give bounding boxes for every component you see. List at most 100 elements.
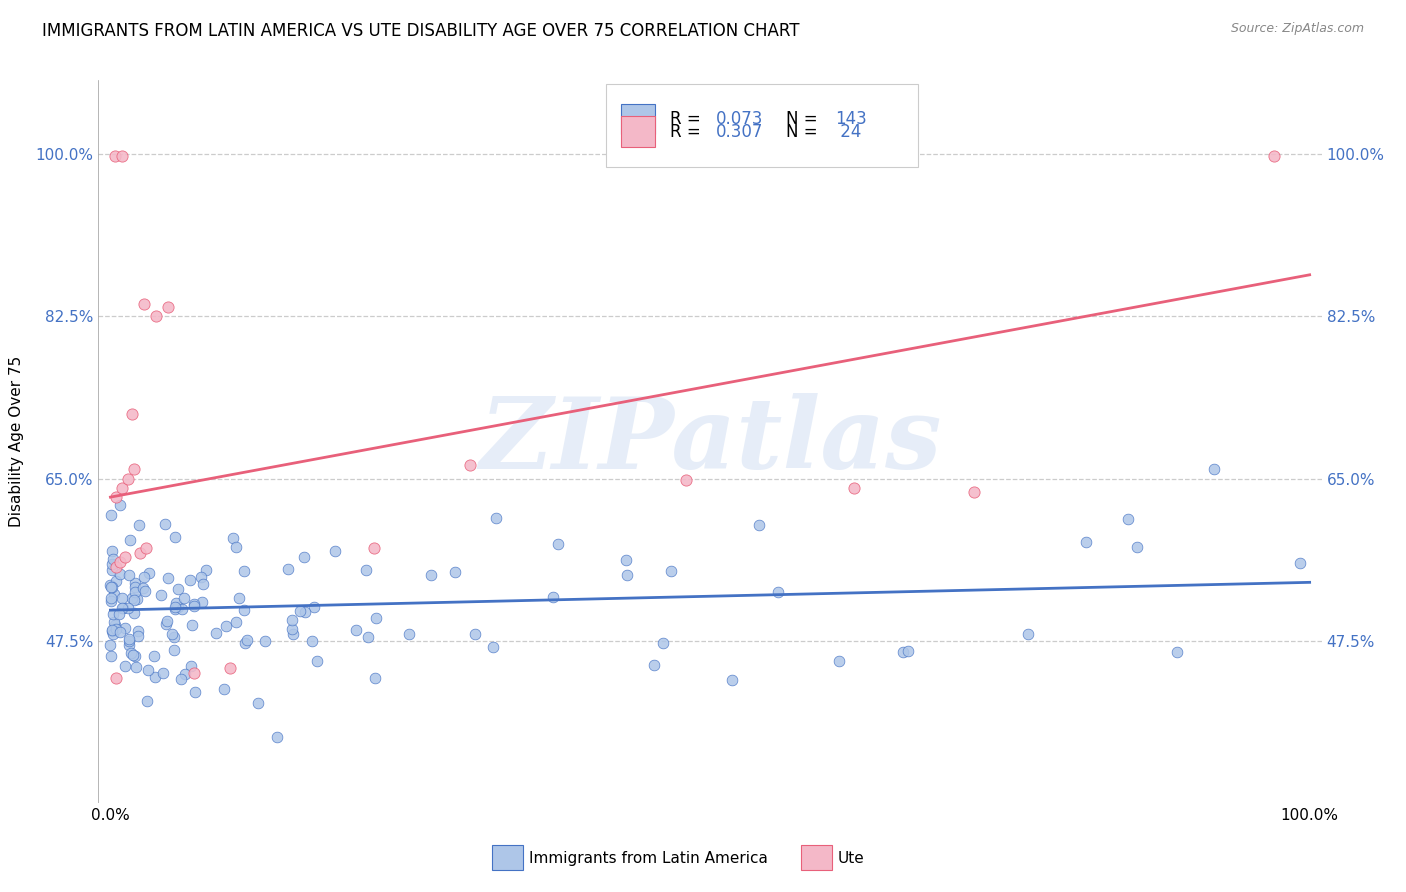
Point bbox=[100, 638, 122, 652]
Point bbox=[307, 654, 329, 668]
Point bbox=[156, 572, 179, 586]
Point bbox=[104, 149, 127, 163]
Point bbox=[114, 550, 136, 565]
Y-axis label: Disability Age Over 75: Disability Age Over 75 bbox=[10, 356, 24, 527]
Point bbox=[225, 541, 247, 555]
Point bbox=[364, 671, 387, 685]
Point bbox=[183, 599, 205, 613]
Point bbox=[464, 627, 486, 641]
Point bbox=[183, 685, 205, 699]
Point bbox=[420, 568, 443, 582]
Point bbox=[541, 590, 564, 604]
Point bbox=[143, 670, 166, 684]
Point bbox=[897, 644, 920, 658]
Point bbox=[165, 595, 187, 609]
Point bbox=[100, 591, 122, 605]
Point bbox=[100, 508, 122, 522]
Text: IMMIGRANTS FROM LATIN AMERICA VS UTE DISABILITY AGE OVER 75 CORRELATION CHART: IMMIGRANTS FROM LATIN AMERICA VS UTE DIS… bbox=[42, 22, 800, 40]
Text: 24: 24 bbox=[835, 122, 860, 141]
Text: Source: ZipAtlas.com: Source: ZipAtlas.com bbox=[1230, 22, 1364, 36]
Point bbox=[100, 594, 122, 608]
Point bbox=[1116, 512, 1139, 526]
Point bbox=[155, 517, 177, 532]
Point bbox=[205, 625, 228, 640]
Point bbox=[105, 671, 128, 685]
Point bbox=[190, 570, 212, 584]
Point bbox=[124, 576, 146, 591]
Point bbox=[101, 627, 124, 641]
Point bbox=[163, 630, 186, 644]
Point bbox=[100, 557, 122, 571]
Point bbox=[111, 601, 134, 615]
Point bbox=[167, 582, 190, 597]
Point bbox=[118, 634, 141, 648]
Point bbox=[129, 546, 152, 560]
Point bbox=[827, 654, 849, 668]
Point bbox=[121, 407, 143, 421]
Point bbox=[891, 645, 914, 659]
Point bbox=[121, 591, 143, 605]
Point bbox=[675, 474, 697, 488]
Point bbox=[124, 580, 146, 594]
Point bbox=[292, 549, 315, 564]
Point bbox=[364, 611, 387, 625]
Point bbox=[236, 632, 259, 647]
Point bbox=[101, 580, 124, 594]
Point bbox=[125, 659, 148, 673]
Point bbox=[616, 567, 638, 582]
Point bbox=[1126, 540, 1149, 554]
Point bbox=[108, 555, 131, 569]
Point bbox=[183, 597, 205, 611]
Point bbox=[118, 632, 141, 646]
FancyBboxPatch shape bbox=[620, 116, 655, 147]
Text: Immigrants from Latin America: Immigrants from Latin America bbox=[529, 851, 768, 865]
Point bbox=[104, 574, 127, 588]
Point bbox=[212, 682, 235, 697]
Point bbox=[118, 533, 141, 547]
Point bbox=[135, 694, 157, 708]
Point bbox=[101, 624, 124, 639]
Point bbox=[127, 592, 149, 607]
Point bbox=[124, 649, 146, 664]
Point bbox=[132, 581, 155, 595]
Point bbox=[122, 593, 145, 607]
Point bbox=[768, 584, 790, 599]
Point bbox=[105, 490, 128, 504]
Point bbox=[246, 696, 269, 710]
Point bbox=[842, 481, 865, 495]
Point bbox=[174, 666, 197, 681]
Point bbox=[215, 618, 238, 632]
Point bbox=[150, 588, 173, 602]
Point bbox=[128, 518, 150, 533]
Point bbox=[120, 646, 142, 660]
Point bbox=[963, 485, 986, 500]
Point bbox=[136, 663, 159, 677]
Point bbox=[748, 517, 770, 532]
Point bbox=[117, 601, 139, 615]
Point bbox=[277, 562, 299, 576]
Point bbox=[301, 633, 323, 648]
Point bbox=[132, 297, 155, 311]
Point bbox=[124, 584, 146, 599]
Point bbox=[108, 498, 131, 512]
Point bbox=[232, 603, 254, 617]
Point bbox=[105, 559, 128, 574]
Point bbox=[281, 622, 304, 636]
Text: R =: R = bbox=[669, 122, 706, 141]
Point bbox=[142, 649, 165, 664]
Point bbox=[100, 623, 122, 637]
Point bbox=[108, 566, 131, 581]
Point bbox=[110, 591, 132, 606]
Point bbox=[1166, 645, 1188, 659]
Point bbox=[100, 580, 122, 594]
Point bbox=[183, 666, 205, 681]
Point bbox=[266, 730, 288, 744]
Point bbox=[162, 642, 184, 657]
Point bbox=[114, 621, 136, 635]
Point bbox=[614, 553, 637, 567]
Point bbox=[179, 573, 201, 587]
Point bbox=[152, 665, 174, 680]
Point bbox=[398, 627, 420, 641]
Point bbox=[1263, 149, 1285, 163]
Point bbox=[163, 602, 186, 616]
